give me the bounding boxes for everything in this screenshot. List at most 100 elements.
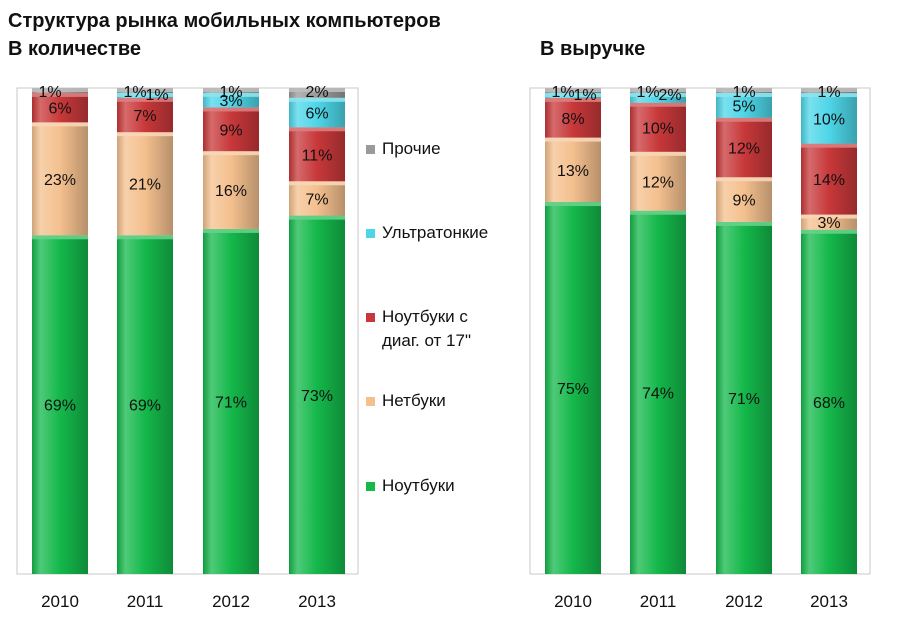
bar-segment-notebooks-2011-0 <box>117 235 173 575</box>
data-label-ultrathin-2013-0: 6% <box>305 106 328 123</box>
data-label-large17-2011-1: 10% <box>642 120 674 137</box>
bar-bevel-large17-2012-0 <box>203 107 259 112</box>
data-label-notebooks-2011-0: 69% <box>129 398 161 415</box>
bar-bevel-netbooks-2010-0 <box>32 122 88 127</box>
main-title: Структура рынка мобильных компьютеров <box>8 10 441 32</box>
bar-bevel-notebooks-2010-0 <box>32 235 88 240</box>
data-label-large17-2013-1: 14% <box>813 172 845 189</box>
bar-bevel-netbooks-2013-0 <box>289 181 345 186</box>
bar-bevel-netbooks-2012-1 <box>716 177 772 182</box>
bar-segment-notebooks-2013-0 <box>289 215 345 575</box>
legend-item-ultrathin: Ультратонкие <box>366 221 488 245</box>
bar-segment-large17-2011-0 <box>117 97 173 133</box>
bar-segment-large17-2012-0 <box>203 107 259 152</box>
data-label-notebooks-2011-1: 74% <box>642 385 674 402</box>
bar-segment-notebooks-2012-1 <box>716 221 772 575</box>
bar-segment-notebooks-2013-1 <box>801 229 857 574</box>
data-label-netbooks-2013-1: 3% <box>817 215 840 232</box>
bar-bevel-large17-2010-1 <box>545 97 601 102</box>
data-label-other-2012-1: 1% <box>732 84 755 101</box>
data-label-large17-2012-1: 12% <box>728 141 760 158</box>
bar-segment-netbooks-2011-0 <box>117 132 173 236</box>
data-label-other-2013-0: 2% <box>305 84 328 101</box>
bar-bevel-notebooks-2013-0 <box>289 215 345 220</box>
bar-segment-ultrathin-2012-1 <box>716 92 772 118</box>
bar-segment-large17-2010-0 <box>32 92 88 123</box>
x-tick-label-2012-0: 2012 <box>212 592 250 611</box>
bar-bevel-ultrathin-2011-0 <box>117 92 173 97</box>
data-label-notebooks-2012-1: 71% <box>728 391 760 408</box>
data-label-other-2012-0: 1% <box>219 84 242 101</box>
bar-segment-large17-2010-1 <box>545 97 601 138</box>
bar-bevel-large17-2011-0 <box>117 97 173 102</box>
data-label-other-2013-1: 1% <box>817 84 840 101</box>
bar-segment-notebooks-2011-1 <box>630 210 686 574</box>
left-chart-title: В количестве <box>8 38 142 60</box>
data-label-other-2011-0: 1% <box>123 84 146 101</box>
bar-bevel-ultrathin-2012-0 <box>203 92 259 97</box>
bar-bevel-other-2013-1 <box>801 88 857 92</box>
bar-bevel-notebooks-2010-1 <box>545 202 601 207</box>
bar-bevel-large17-2010-0 <box>32 92 88 97</box>
data-label-ultrathin-2012-0: 3% <box>219 93 242 110</box>
bar-bevel-other-2011-0 <box>117 88 173 92</box>
bar-segment-notebooks-2010-0 <box>32 235 88 575</box>
bar-bevel-other-2011-1 <box>630 88 686 92</box>
data-label-notebooks-2013-0: 73% <box>301 388 333 405</box>
data-label-notebooks-2010-1: 75% <box>557 381 589 398</box>
legend-label-notebooks: Ноутбуки <box>382 476 455 495</box>
legend-item-netbooks: Нетбуки <box>366 389 446 413</box>
data-label-large17-2010-1: 8% <box>561 111 584 128</box>
data-label-ultrathin-2011-0: 1% <box>145 87 168 104</box>
data-label-ultrathin-2013-1: 10% <box>813 111 845 128</box>
legend-swatch-other <box>366 145 375 154</box>
data-label-ultrathin-2012-1: 5% <box>732 98 755 115</box>
right-chart-title: В выручке <box>540 38 646 60</box>
bar-bevel-notebooks-2011-1 <box>630 210 686 215</box>
x-tick-label-2013-1: 2013 <box>810 592 848 611</box>
bar-segment-netbooks-2010-0 <box>32 122 88 236</box>
bar-segment-notebooks-2012-0 <box>203 228 259 574</box>
bar-bevel-ultrathin-2011-1 <box>630 92 686 97</box>
legend-item-other: Прочие <box>366 137 441 161</box>
legend-item-notebooks: Ноутбуки <box>366 474 455 498</box>
data-label-netbooks-2011-1: 12% <box>642 174 674 191</box>
x-tick-label-2011-1: 2011 <box>640 592 677 611</box>
plot-area-0 <box>16 87 359 575</box>
bar-segment-other-2013-0 <box>289 88 345 98</box>
legend-label-large17: Ноутбуки с диаг. от 17" <box>382 307 471 350</box>
bar-bevel-large17-2011-1 <box>630 102 686 107</box>
legend-swatch-netbooks <box>366 397 375 406</box>
data-label-large17-2012-0: 9% <box>219 122 242 139</box>
legend-swatch-notebooks <box>366 482 375 491</box>
bar-segment-netbooks-2012-1 <box>716 177 772 222</box>
bar-segment-netbooks-2010-1 <box>545 137 601 203</box>
data-label-large17-2010-0: 6% <box>48 101 71 118</box>
data-label-other-2010-1: 1% <box>551 84 574 101</box>
data-label-notebooks-2013-1: 68% <box>813 395 845 412</box>
bar-bevel-other-2010-1 <box>545 88 601 92</box>
bar-bevel-other-2013-0 <box>289 88 345 92</box>
bar-bevel-notebooks-2012-0 <box>203 228 259 233</box>
bar-segment-notebooks-2010-1 <box>545 202 601 574</box>
x-tick-label-2010-0: 2010 <box>41 592 79 611</box>
bar-bevel-netbooks-2011-0 <box>117 132 173 137</box>
bar-bevel-ultrathin-2010-1 <box>545 92 601 97</box>
data-label-ultrathin-2011-1: 2% <box>658 87 681 104</box>
bar-bevel-other-2012-1 <box>716 88 772 92</box>
bar-segment-netbooks-2013-0 <box>289 181 345 216</box>
bar-bevel-large17-2013-1 <box>801 143 857 148</box>
bar-segment-large17-2011-1 <box>630 102 686 152</box>
bar-bevel-other-2010-0 <box>32 88 88 92</box>
legend-swatch-ultrathin <box>366 229 375 238</box>
legend-label-other: Прочие <box>382 139 441 158</box>
bar-bevel-netbooks-2013-1 <box>801 214 857 219</box>
bar-bevel-notebooks-2011-0 <box>117 235 173 240</box>
data-label-other-2011-1: 1% <box>636 84 659 101</box>
data-label-netbooks-2010-0: 23% <box>44 172 76 189</box>
data-label-netbooks-2013-0: 7% <box>305 191 328 208</box>
data-label-netbooks-2012-0: 16% <box>215 183 247 200</box>
legend-label-netbooks: Нетбуки <box>382 391 446 410</box>
